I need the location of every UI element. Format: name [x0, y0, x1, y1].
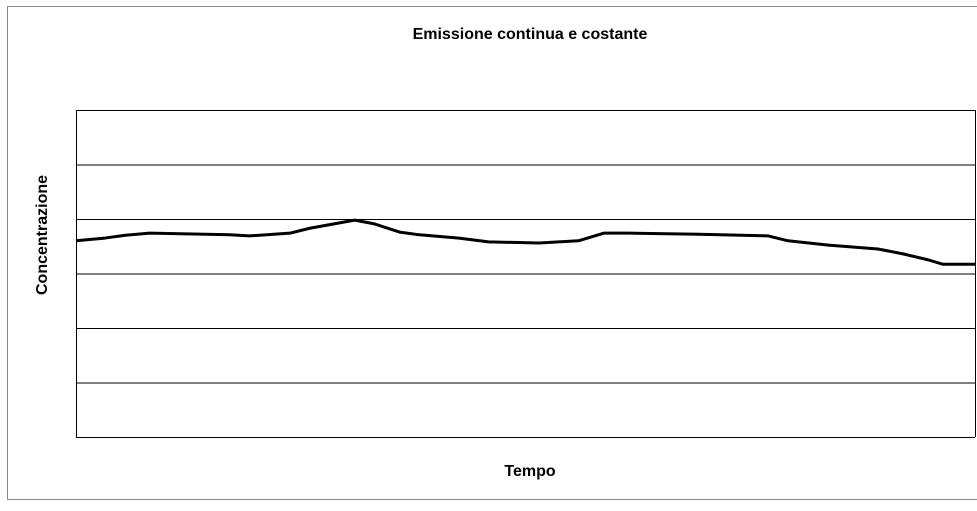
chart-title: Emissione continua e costante — [413, 26, 648, 43]
x-axis-label: Tempo — [504, 463, 555, 480]
chart-frame — [8, 7, 977, 500]
y-axis-label: Concentrazione — [34, 175, 51, 295]
